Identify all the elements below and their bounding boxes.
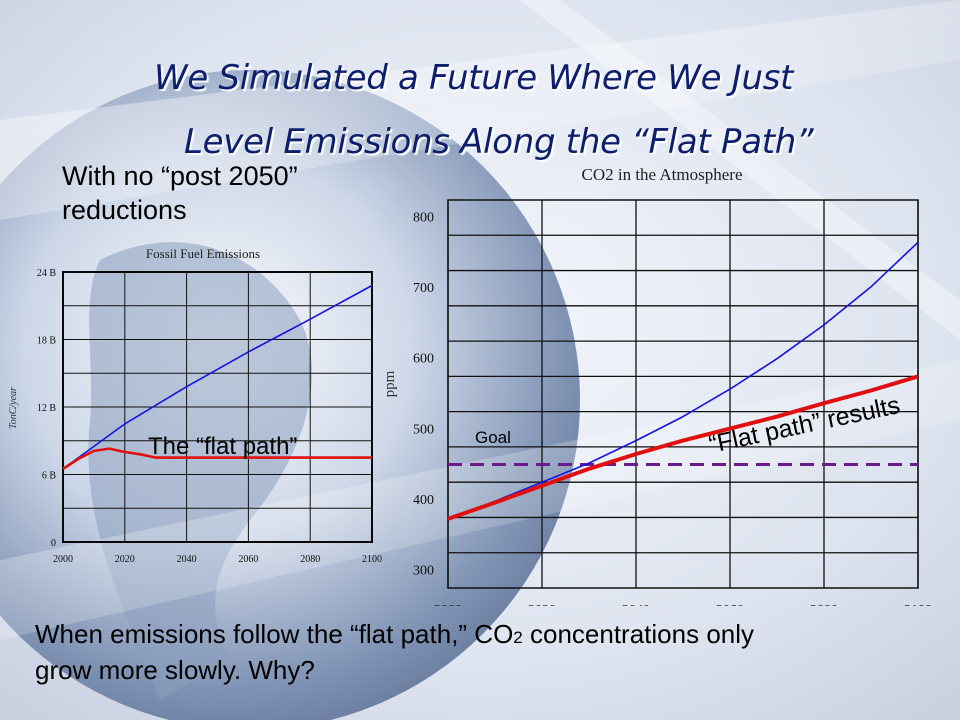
co2-plot-border	[447, 199, 919, 589]
caption-line1-pre: When emissions follow the “flat path,” C…	[35, 619, 514, 649]
x-tick-label: 2100	[362, 554, 382, 565]
x-tick-label: 2100	[904, 603, 932, 606]
emissions-annotation: The “flat path”	[148, 433, 297, 460]
slide-title-line1: We Simulated a Future Where We Just	[154, 58, 794, 98]
y-tick-label: 12 B	[37, 403, 57, 414]
slide-title-line2: Level Emissions Along the “Flat Path”	[184, 122, 814, 162]
co2-annotation: “Flat path” results	[706, 391, 902, 459]
x-tick-label: 2080	[810, 603, 838, 606]
x-tick-label: 2060	[716, 603, 744, 606]
red-series-line	[447, 374, 919, 521]
x-tick-label: 2020	[115, 554, 135, 565]
blue-series-line	[62, 284, 373, 470]
caption-line1-post: concentrations only	[522, 619, 755, 649]
emissions-chart-title: Fossil Fuel Emissions	[146, 246, 260, 261]
caption-line2: grow more slowly. Why?	[35, 655, 315, 685]
note-line2: reductions	[62, 195, 187, 225]
co2-chart: CO2 in the Atmosphere ppm 2000 2020 2040 20…	[382, 165, 932, 606]
x-tick-label: 2040	[622, 603, 650, 606]
y-tick-label: 500	[413, 422, 434, 437]
co2-y-axis-label: ppm	[382, 370, 398, 397]
red-series-line	[62, 447, 372, 470]
caption-subscript: 2	[513, 628, 523, 647]
y-tick-label: 24 B	[37, 268, 57, 279]
y-tick-label: 300	[413, 563, 434, 578]
blue-series-line	[447, 241, 919, 520]
emissions-chart: Fossil Fuel Emissions TonC/year 2000 2020…	[8, 246, 382, 565]
y-tick-label: 700	[413, 281, 434, 296]
x-tick-label: 2060	[238, 554, 258, 565]
co2-chart-title: CO2 in the Atmosphere	[581, 165, 742, 184]
y-tick-label: 800	[413, 211, 434, 226]
y-tick-label: 18 B	[37, 336, 57, 347]
x-tick-label: 2080	[300, 554, 320, 565]
goal-label: Goal	[475, 428, 511, 447]
caption-line1: When emissions follow the “flat path,” C…	[35, 618, 754, 654]
x-tick-label: 2020	[528, 603, 556, 606]
y-tick-label: 6 B	[42, 471, 57, 482]
y-tick-label: 0	[51, 538, 56, 549]
emissions-y-axis-label: TonC/year	[8, 387, 19, 429]
x-tick-label: 2000	[53, 554, 73, 565]
y-tick-label: 600	[413, 352, 434, 367]
x-tick-label: 2040	[177, 554, 197, 565]
note-line1: With no “post 2050”	[62, 161, 298, 191]
x-tick-label: 2000	[434, 603, 462, 606]
y-tick-label: 400	[413, 493, 434, 508]
